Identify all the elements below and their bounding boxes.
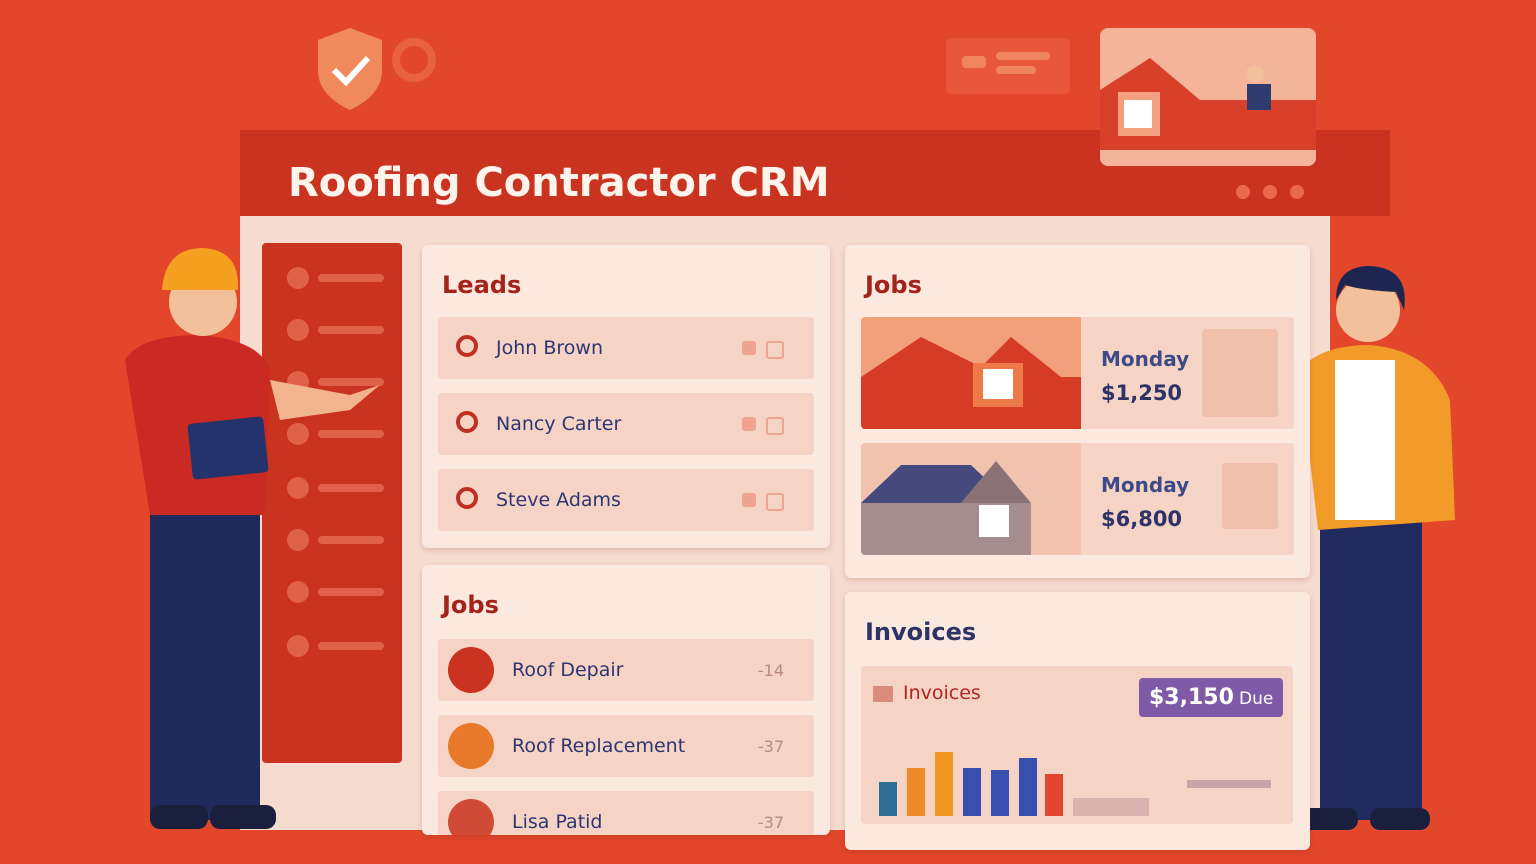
due-status: Due [1239, 689, 1274, 709]
job-row[interactable]: Roof Replacement -37 [438, 715, 814, 777]
job-card[interactable]: Monday $1,250 [861, 317, 1294, 429]
invoice-bars [879, 752, 1271, 816]
invoices-card: Invoices Invoices $3,150 Due [845, 592, 1310, 850]
job-image [861, 443, 1081, 555]
job-name: Lisa Patid [512, 811, 603, 833]
job-count: -14 [757, 661, 784, 680]
job-card[interactable]: Monday $6,800 [861, 443, 1294, 555]
job-name: Roof Replacement [512, 735, 686, 757]
lead-row[interactable]: Steve Adams [438, 469, 814, 531]
jobs-list-card: Jobs Roof Depair -14 Roof Replacement -37 … [422, 565, 830, 835]
app-title: Roofing Contractor CRM [288, 160, 830, 206]
invoice-panel: Invoices $3,150 Due [861, 666, 1293, 824]
job-count: -37 [757, 737, 784, 756]
lead-name: John Brown [496, 337, 603, 359]
job-name: Roof Depair [512, 659, 624, 681]
due-badge[interactable]: $3,150 Due [1139, 678, 1284, 717]
job-day: Monday [1101, 347, 1190, 371]
job-amount: $6,800 [1101, 507, 1183, 531]
due-amount: $3,150 [1149, 685, 1234, 710]
job-amount: $1,250 [1101, 381, 1183, 405]
card-title: Invoices [865, 618, 977, 646]
lead-name: Steve Adams [496, 489, 621, 511]
lead-row[interactable]: John Brown [438, 317, 814, 379]
leads-card: Leads John Brown Nancy Carter Steve Adam… [422, 245, 830, 548]
job-image [861, 317, 1081, 429]
job-day: Monday [1101, 473, 1190, 497]
lead-row[interactable]: Nancy Carter [438, 393, 814, 455]
job-row[interactable]: Lisa Patid -37 [438, 791, 814, 835]
invoice-subtitle: Invoices [903, 682, 981, 704]
job-row[interactable]: Roof Depair -14 [438, 639, 814, 701]
lead-name: Nancy Carter [496, 413, 622, 435]
card-title: Jobs [442, 591, 499, 619]
card-title: Leads [442, 271, 522, 299]
jobs-schedule-card: Jobs Monday $1,250 Monday $6,800 [845, 245, 1310, 578]
card-title: Jobs [865, 271, 922, 299]
job-count: -37 [757, 813, 784, 832]
